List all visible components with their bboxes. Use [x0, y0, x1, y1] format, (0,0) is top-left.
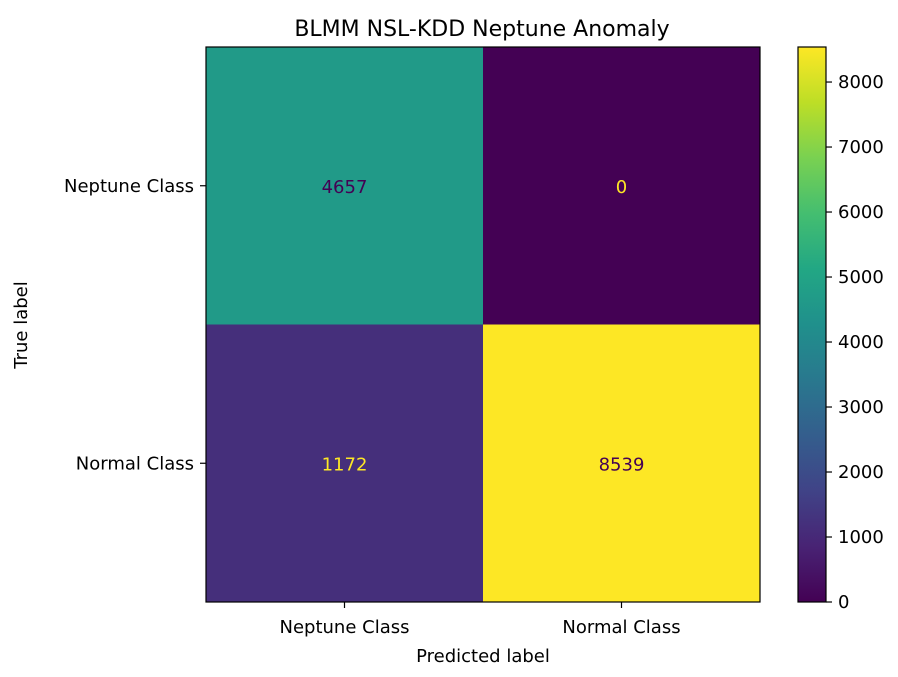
cell-value-label-r1-c1: 8539 [599, 454, 645, 475]
heatmap-cell-r1-c0 [206, 324, 484, 603]
cell-value-label-r1-c0: 1172 [322, 454, 368, 475]
colorbar-gradient [798, 47, 826, 602]
chart-title: BLMM NSL-KDD Neptune Anomaly [294, 17, 669, 42]
colorbar-frame [797, 46, 827, 603]
heatmap-cell-r1-c1 [483, 324, 761, 603]
colorbar-ticks: 0 1000 2000 3000 4000 5000 6000 7000 8000 [826, 72, 884, 613]
colorbar-tick-label-7: 7000 [838, 137, 884, 158]
colorbar-tick-label-1: 1000 [838, 527, 884, 548]
cell-value-label-r0-c0: 4657 [322, 177, 368, 198]
colorbar-tick-label-4: 4000 [838, 332, 884, 353]
colorbar-tick-label-8: 8000 [838, 72, 884, 93]
y-axis-label: True label [11, 281, 32, 370]
x-axis-ticks: Neptune Class Normal Class [280, 602, 681, 638]
y-tick-label-0: Neptune Class [64, 176, 194, 197]
y-axis-ticks: Neptune Class Normal Class [64, 176, 206, 474]
heatmap-cell-r0-c1 [483, 47, 761, 325]
colorbar-tick-label-6: 6000 [838, 202, 884, 223]
heatmap-cell-labels: 4657 0 1172 8539 [322, 177, 645, 476]
colorbar-tick-label-2: 2000 [838, 462, 884, 483]
plot-frame [205, 46, 761, 603]
heatmap-cell-r0-c0 [206, 47, 484, 325]
x-axis-label: Predicted label [416, 646, 550, 667]
colorbar-tick-label-5: 5000 [838, 267, 884, 288]
colorbar-tick-label-0: 0 [838, 592, 849, 613]
heatmap-cells [206, 47, 761, 603]
cell-value-label-r0-c1: 0 [616, 177, 627, 198]
x-tick-label-1: Normal Class [562, 617, 680, 638]
colorbar-tick-label-3: 3000 [838, 397, 884, 418]
y-tick-label-1: Normal Class [76, 453, 194, 474]
x-tick-label-0: Neptune Class [280, 617, 410, 638]
